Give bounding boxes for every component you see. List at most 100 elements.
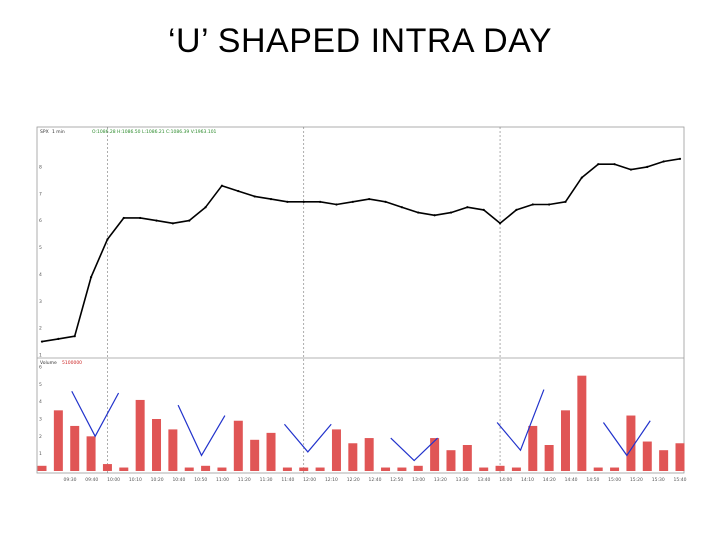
volume-y-tick-label: 3 — [39, 417, 42, 423]
volume-bar — [119, 467, 129, 471]
price-point — [482, 208, 485, 211]
volume-bar — [577, 375, 587, 471]
volume-bar — [299, 467, 309, 471]
x-tick-label: 10:20 — [151, 477, 164, 483]
price-point — [171, 222, 174, 225]
volume-bar — [152, 419, 162, 471]
volume-bar — [659, 450, 669, 471]
x-tick-label: 15:20 — [630, 477, 643, 483]
volume-bar — [364, 438, 374, 471]
x-tick-label: 12:50 — [390, 477, 403, 483]
volume-header-label: Volume — [40, 360, 57, 366]
x-tick-label: 11:30 — [260, 477, 273, 483]
x-tick-label: 15:00 — [608, 477, 621, 483]
x-tick-label: 10:10 — [129, 477, 142, 483]
x-tick-label: 14:00 — [499, 477, 512, 483]
price-point — [548, 203, 551, 206]
x-tick-label: 13:40 — [477, 477, 490, 483]
volume-bar — [511, 467, 521, 471]
price-y-tick-label: 7 — [39, 191, 42, 197]
price-point — [368, 198, 371, 201]
volume-bar — [217, 467, 227, 471]
price-point — [335, 203, 338, 206]
x-tick-label: 12:20 — [347, 477, 360, 483]
price-point — [57, 337, 60, 340]
volume-header-value: 5100000 — [62, 360, 82, 366]
price-point — [400, 206, 403, 209]
price-point — [73, 335, 76, 338]
price-header-values: O:1086.28 H:1086.50 L:1086.21 C:1086.39 … — [92, 129, 217, 135]
x-tick-label: 13:30 — [456, 477, 469, 483]
price-point — [531, 203, 534, 206]
volume-bar — [233, 420, 243, 471]
price-point — [449, 211, 453, 214]
x-tick-label: 14:50 — [586, 477, 599, 483]
price-point — [319, 200, 322, 203]
volume-bar — [413, 465, 423, 471]
x-tick-label: 09:40 — [85, 477, 98, 483]
chart-frame — [36, 126, 685, 474]
price-point — [498, 222, 502, 225]
volume-bar — [626, 415, 636, 471]
price-y-tick-label: 5 — [39, 245, 42, 251]
price-point — [564, 200, 567, 203]
x-tick-label: 12:40 — [369, 477, 382, 483]
volume-bar — [70, 425, 80, 471]
price-point — [237, 189, 240, 193]
x-tick-label: 15:30 — [652, 477, 665, 483]
x-tick-label: 14:40 — [565, 477, 578, 483]
volume-bar — [37, 465, 47, 471]
price-y-tick-label: 2 — [39, 326, 42, 332]
volume-bar — [642, 441, 652, 471]
axis-layer: 1 2 3 4 5 6 7 8 1 2 3 4 5 6 09:30 09:40 10:00 10:10 10:20 1… — [39, 164, 687, 483]
x-tick-label: 11:20 — [238, 477, 251, 483]
volume-bar — [446, 450, 456, 471]
price-point — [433, 214, 436, 217]
price-point — [629, 168, 633, 171]
volume-bar — [168, 429, 178, 471]
x-tick-label: 10:00 — [107, 477, 120, 483]
price-point — [106, 238, 109, 241]
price-point — [40, 340, 44, 343]
x-tick-label: 15:40 — [674, 477, 687, 483]
price-point — [466, 206, 469, 209]
volume-bar — [430, 438, 440, 471]
volume-bar — [479, 467, 489, 471]
x-tick-label: 12:00 — [303, 477, 316, 483]
price-header-interval: 1 min — [52, 129, 65, 135]
volume-bar — [53, 410, 63, 471]
u-shape-line — [177, 404, 226, 457]
price-point — [597, 163, 600, 166]
price-y-tick-label: 3 — [39, 299, 42, 305]
price-header-symbol: SPX — [40, 129, 49, 135]
price-y-tick-label: 8 — [39, 164, 42, 170]
price-point — [351, 200, 354, 203]
volume-bar — [201, 465, 211, 471]
u-shape-line — [283, 423, 332, 453]
volume-bar — [102, 464, 112, 471]
price-point — [646, 165, 649, 168]
slide-title: ‘U’ SHAPED INTRA DAY — [167, 22, 553, 60]
volume-bar — [544, 445, 554, 471]
price-layer — [40, 157, 682, 343]
x-tick-label: 11:40 — [281, 477, 294, 483]
x-tick-label: 14:10 — [521, 477, 534, 483]
volume-bar — [610, 467, 620, 471]
volume-bar — [381, 467, 391, 471]
price-point — [302, 200, 305, 203]
price-point — [89, 275, 93, 279]
volume-y-tick-label: 1 — [39, 451, 42, 457]
volume-bar — [282, 467, 292, 471]
volume-bar — [397, 467, 407, 471]
price-point — [139, 216, 142, 220]
price-point — [613, 163, 616, 166]
x-tick-label: 13:00 — [412, 477, 425, 483]
price-point — [122, 216, 125, 220]
grid-layer — [107, 127, 501, 473]
price-y-tick-label: 6 — [39, 218, 42, 224]
volume-bar — [135, 399, 145, 471]
u-shape-layer — [71, 389, 651, 462]
volume-bar — [528, 425, 538, 471]
price-point — [253, 195, 256, 198]
